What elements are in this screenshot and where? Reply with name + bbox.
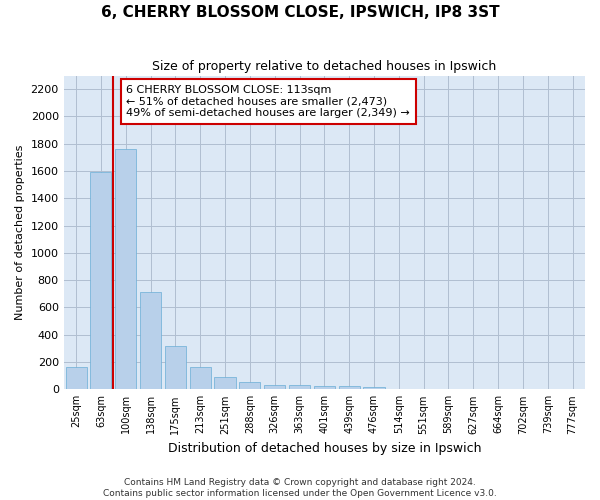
Bar [65,368,86,390]
Bar [338,386,360,390]
Bar [190,368,211,390]
Bar [214,377,236,390]
Bar [115,149,136,390]
Y-axis label: Number of detached properties: Number of detached properties [15,144,25,320]
Bar [314,386,335,390]
Text: 6, CHERRY BLOSSOM CLOSE, IPSWICH, IP8 3ST: 6, CHERRY BLOSSOM CLOSE, IPSWICH, IP8 3S… [101,5,499,20]
Bar [364,386,385,390]
Bar [91,172,112,390]
Bar [239,382,260,390]
Title: Size of property relative to detached houses in Ipswich: Size of property relative to detached ho… [152,60,496,73]
Bar [264,384,285,390]
X-axis label: Distribution of detached houses by size in Ipswich: Distribution of detached houses by size … [167,442,481,455]
Bar [165,346,186,390]
Text: 6 CHERRY BLOSSOM CLOSE: 113sqm
← 51% of detached houses are smaller (2,473)
49% : 6 CHERRY BLOSSOM CLOSE: 113sqm ← 51% of … [126,85,410,118]
Text: Contains HM Land Registry data © Crown copyright and database right 2024.
Contai: Contains HM Land Registry data © Crown c… [103,478,497,498]
Bar [289,386,310,390]
Bar [140,292,161,390]
